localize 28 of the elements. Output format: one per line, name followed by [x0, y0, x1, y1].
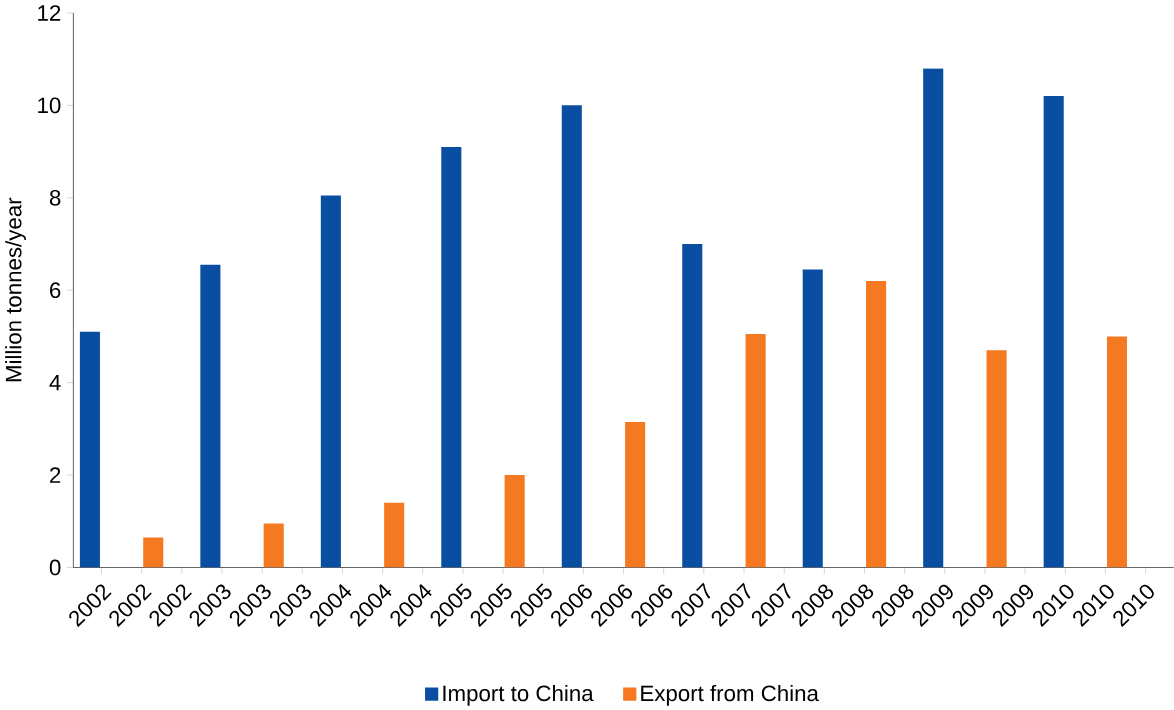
y-tick-label: 10: [38, 97, 61, 114]
bar: [1106, 336, 1128, 568]
bar: [802, 269, 823, 568]
bar: [384, 503, 405, 568]
bar: [866, 281, 887, 568]
bar: [923, 68, 944, 568]
bar: [320, 195, 341, 568]
y-tick-label: 4: [49, 375, 61, 391]
bar: [986, 350, 1007, 568]
y-tick-label: 6: [50, 282, 61, 299]
bar: [200, 265, 221, 568]
bar: [504, 475, 525, 568]
bar: [263, 523, 284, 568]
bar: [561, 105, 582, 568]
bar: [441, 147, 462, 568]
y-tick-label: 12: [38, 5, 61, 21]
bar: [79, 332, 100, 568]
y-tick-label: 0: [49, 559, 61, 576]
y-axis-title: Million tonnes/year: [5, 198, 26, 382]
bar: [682, 244, 703, 568]
bar: [625, 422, 646, 568]
y-tick-label: 2: [50, 467, 61, 484]
bar: [1043, 96, 1064, 568]
legend-label: Import to China: [443, 685, 594, 706]
bar: [143, 537, 164, 568]
bar: [745, 334, 766, 568]
y-tick-label: 8: [49, 190, 61, 206]
legend-label: Export from China: [641, 685, 819, 706]
